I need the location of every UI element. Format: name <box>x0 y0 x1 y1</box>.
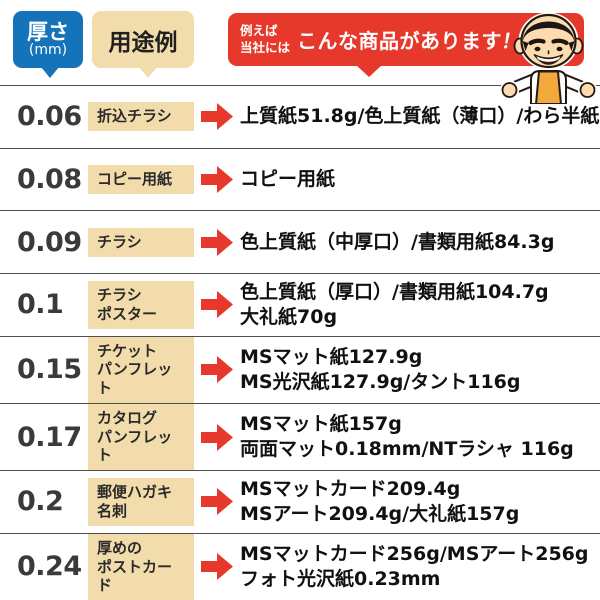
bubble-pointer <box>41 67 59 78</box>
thickness-value: 0.24 <box>17 551 82 583</box>
table-row: 0.15 チケット パンフレット MSマット紙127.9g MS光沢紙127.9g/… <box>0 336 600 404</box>
bubble-pointer <box>139 67 157 78</box>
usage-header-bubble: 用途例 <box>92 11 194 78</box>
products-header-intro: 例えば 当社には <box>240 23 290 57</box>
red-arrow-icon <box>194 356 240 384</box>
usage-example-box: 折込チラシ <box>88 102 194 132</box>
usage-example-box: 厚めの ポストカード <box>88 533 194 600</box>
table-row: 0.24 厚めの ポストカード MSマットカード256g/MSアート256g フォト… <box>0 533 600 600</box>
thickness-value: 0.09 <box>17 226 82 258</box>
thickness-value: 0.06 <box>17 101 82 133</box>
usage-example-box: チケット パンフレット <box>88 336 194 403</box>
thickness-table: 0.06 折込チラシ 上質紙51.8g/色上質紙（薄口）/わら半紙 0.08 コ… <box>0 86 600 600</box>
products-header-intro-line1: 例えば <box>240 22 278 38</box>
product-names: MSマットカード209.4g MSアート209.4g/大礼紙157g <box>240 477 520 525</box>
thickness-value: 0.08 <box>17 163 82 195</box>
usage-example-box: 郵便ハガキ 名刺 <box>88 478 194 526</box>
red-arrow-icon <box>194 488 240 516</box>
product-names: 上質紙51.8g/色上質紙（薄口）/わら半紙 <box>240 105 600 128</box>
red-arrow-icon <box>194 553 240 581</box>
bubble-pointer <box>356 65 382 77</box>
thickness-value: 0.1 <box>17 289 64 321</box>
usage-example-box: チラシ ポスター <box>88 281 194 329</box>
table-row: 0.2 郵便ハガキ 名刺 MSマットカード209.4g MSアート209.4g/大礼… <box>0 471 600 534</box>
table-row: 0.08 コピー用紙 コピー用紙 <box>0 149 600 212</box>
product-names: 色上質紙（厚口）/書類用紙104.7g 大礼紙70g <box>240 280 549 328</box>
usage-example-box: チラシ <box>88 227 194 257</box>
thickness-value: 0.15 <box>17 354 82 386</box>
thickness-header-bubble: 厚さ (mm) <box>13 11 83 78</box>
table-row: 0.09 チラシ 色上質紙（中厚口）/書類用紙84.3g <box>0 211 600 274</box>
usage-header-label: 用途例 <box>108 29 178 56</box>
product-names: MSマット紙127.9g MS光沢紙127.9g/タント116g <box>240 345 521 393</box>
shop-staff-mascot-icon <box>499 12 598 104</box>
red-arrow-icon <box>194 228 240 256</box>
thickness-value: 0.2 <box>17 486 64 518</box>
red-arrow-icon <box>194 423 240 451</box>
usage-example-box: コピー用紙 <box>88 165 194 194</box>
thickness-header-unit: (mm) <box>28 41 68 58</box>
products-header-title: こんな商品があります！ <box>297 25 524 54</box>
red-arrow-icon <box>194 165 240 193</box>
red-arrow-icon <box>194 103 240 131</box>
chart-header: 厚さ (mm) 用途例 例えば 当社には こんな商品があります！ <box>0 0 600 104</box>
product-names: コピー用紙 <box>240 167 336 190</box>
product-names: 色上質紙（中厚口）/書類用紙84.3g <box>240 230 555 253</box>
table-row: 0.1 チラシ ポスター 色上質紙（厚口）/書類用紙104.7g 大礼紙70g <box>0 274 600 337</box>
products-header-intro-line2: 当社には <box>240 39 291 55</box>
product-names: MSマット紙157g 両面マット0.18mm/NTラシャ 116g <box>240 412 574 460</box>
product-names: MSマットカード256g/MSアート256g フォト光沢紙0.23mm <box>240 542 589 590</box>
usage-example-box: カタログ パンフレット <box>88 403 194 471</box>
red-arrow-icon <box>194 291 240 319</box>
table-row: 0.17 カタログ パンフレット MSマット紙157g 両面マット0.18mm/NT… <box>0 403 600 472</box>
thickness-value: 0.17 <box>17 421 82 453</box>
thickness-header-label: 厚さ <box>27 19 69 44</box>
table-row: 0.06 折込チラシ 上質紙51.8g/色上質紙（薄口）/わら半紙 <box>0 86 600 149</box>
